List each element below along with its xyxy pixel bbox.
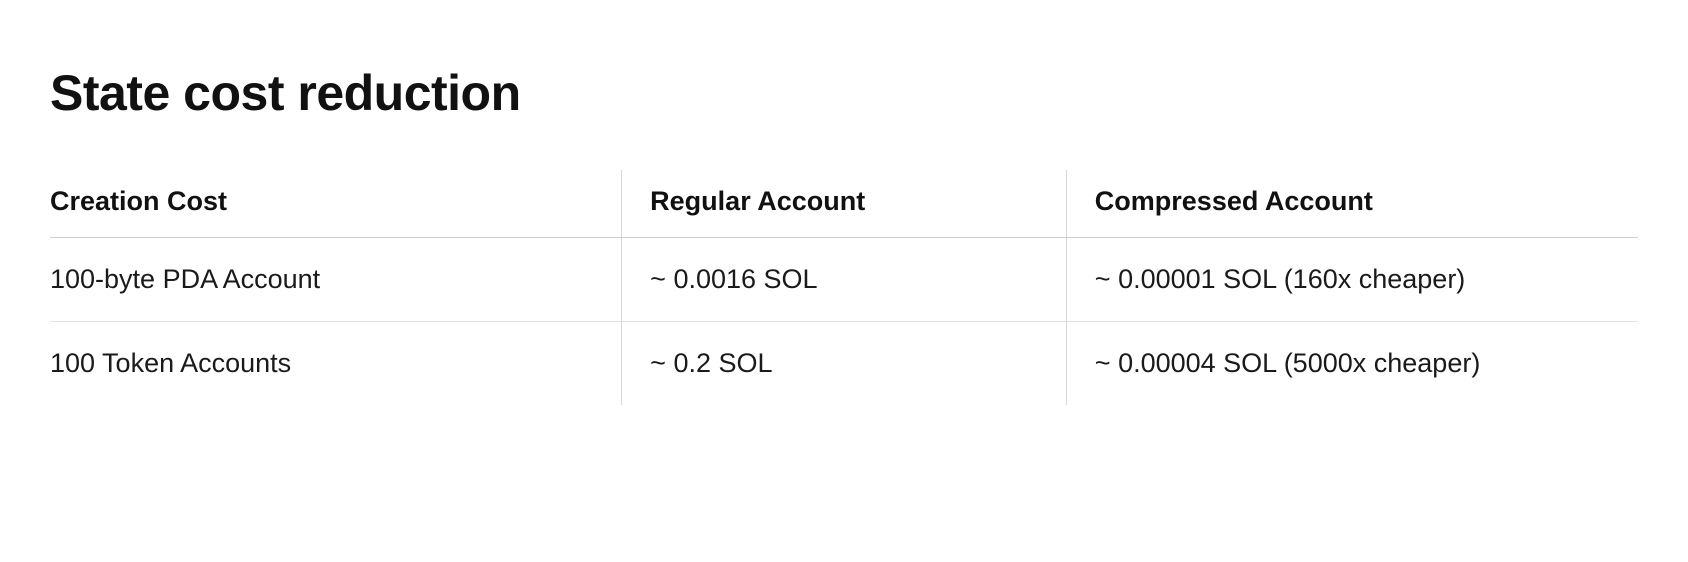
cost-reduction-section: State cost reduction Creation Cost Regul… [50, 64, 1638, 405]
cell-compressed-cost: ~ 0.00004 SOL (5000x cheaper) [1066, 322, 1638, 406]
col-header-compressed-account: Compressed Account [1066, 170, 1638, 238]
cell-regular-cost: ~ 0.2 SOL [622, 322, 1067, 406]
table-row: 100 Token Accounts ~ 0.2 SOL ~ 0.00004 S… [50, 322, 1638, 406]
col-header-creation-cost: Creation Cost [50, 170, 622, 238]
section-title: State cost reduction [50, 64, 1638, 122]
cell-compressed-cost: ~ 0.00001 SOL (160x cheaper) [1066, 238, 1638, 322]
cell-regular-cost: ~ 0.0016 SOL [622, 238, 1067, 322]
cell-item-label: 100 Token Accounts [50, 322, 622, 406]
cell-item-label: 100-byte PDA Account [50, 238, 622, 322]
cost-comparison-table: Creation Cost Regular Account Compressed… [50, 170, 1638, 405]
col-header-regular-account: Regular Account [622, 170, 1067, 238]
table-header-row: Creation Cost Regular Account Compressed… [50, 170, 1638, 238]
table-row: 100-byte PDA Account ~ 0.0016 SOL ~ 0.00… [50, 238, 1638, 322]
